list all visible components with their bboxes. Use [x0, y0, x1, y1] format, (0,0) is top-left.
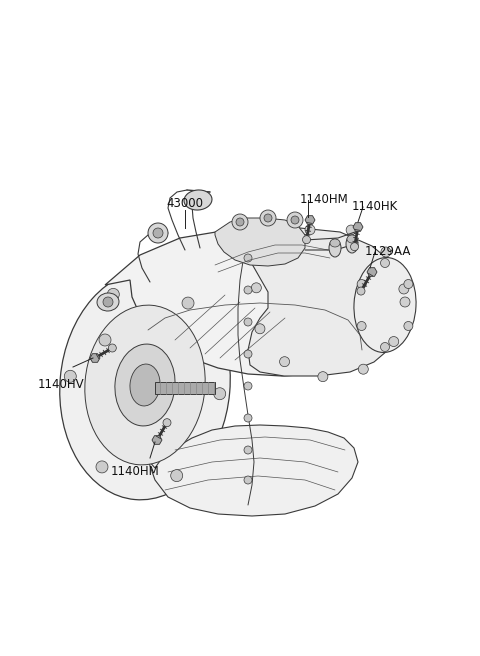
Circle shape: [99, 334, 111, 346]
Circle shape: [244, 350, 252, 358]
Circle shape: [182, 297, 194, 309]
Circle shape: [358, 364, 368, 374]
Circle shape: [350, 243, 359, 251]
Bar: [155, 382, 215, 394]
Text: 1140HM: 1140HM: [110, 465, 159, 478]
Circle shape: [264, 214, 272, 222]
Ellipse shape: [184, 190, 212, 210]
Ellipse shape: [85, 305, 205, 465]
Circle shape: [357, 321, 366, 331]
Text: 1140HV: 1140HV: [38, 378, 84, 391]
Circle shape: [381, 258, 389, 268]
Circle shape: [252, 283, 261, 293]
Circle shape: [214, 388, 226, 400]
Circle shape: [103, 297, 113, 307]
Circle shape: [381, 342, 389, 352]
Circle shape: [244, 382, 252, 390]
Ellipse shape: [97, 293, 119, 311]
Circle shape: [244, 414, 252, 422]
Circle shape: [291, 216, 299, 224]
Circle shape: [171, 470, 183, 482]
Circle shape: [244, 446, 252, 454]
Circle shape: [108, 289, 120, 300]
Text: 1140HM: 1140HM: [300, 193, 349, 206]
Circle shape: [400, 297, 410, 307]
Circle shape: [108, 344, 116, 352]
Circle shape: [381, 247, 391, 257]
Circle shape: [255, 324, 265, 334]
Circle shape: [357, 287, 365, 295]
Circle shape: [236, 218, 244, 226]
Circle shape: [279, 357, 289, 367]
Text: 1129AA: 1129AA: [365, 245, 411, 258]
Text: 1140HK: 1140HK: [352, 200, 398, 213]
Circle shape: [163, 419, 171, 426]
Circle shape: [244, 254, 252, 262]
Polygon shape: [105, 228, 408, 376]
Circle shape: [389, 337, 399, 346]
Ellipse shape: [115, 344, 175, 426]
Circle shape: [96, 461, 108, 473]
Circle shape: [305, 225, 315, 235]
Text: 43000: 43000: [167, 197, 204, 210]
Ellipse shape: [130, 364, 160, 406]
Circle shape: [287, 212, 303, 228]
Ellipse shape: [346, 235, 358, 253]
Circle shape: [399, 284, 409, 294]
Ellipse shape: [329, 239, 341, 257]
Ellipse shape: [347, 235, 357, 243]
Circle shape: [404, 279, 413, 289]
Circle shape: [318, 372, 328, 382]
Circle shape: [232, 214, 248, 230]
Circle shape: [357, 279, 366, 289]
Circle shape: [270, 246, 280, 256]
Ellipse shape: [330, 239, 340, 247]
Circle shape: [148, 223, 168, 243]
Circle shape: [302, 236, 311, 243]
Circle shape: [244, 286, 252, 294]
Circle shape: [153, 228, 163, 238]
Circle shape: [244, 318, 252, 326]
Ellipse shape: [354, 258, 416, 352]
Polygon shape: [148, 425, 358, 516]
Circle shape: [404, 321, 413, 331]
Circle shape: [64, 370, 76, 382]
Ellipse shape: [60, 270, 230, 500]
Polygon shape: [215, 218, 305, 266]
Circle shape: [346, 225, 356, 235]
Circle shape: [260, 210, 276, 226]
Polygon shape: [248, 228, 408, 376]
Circle shape: [244, 476, 252, 484]
